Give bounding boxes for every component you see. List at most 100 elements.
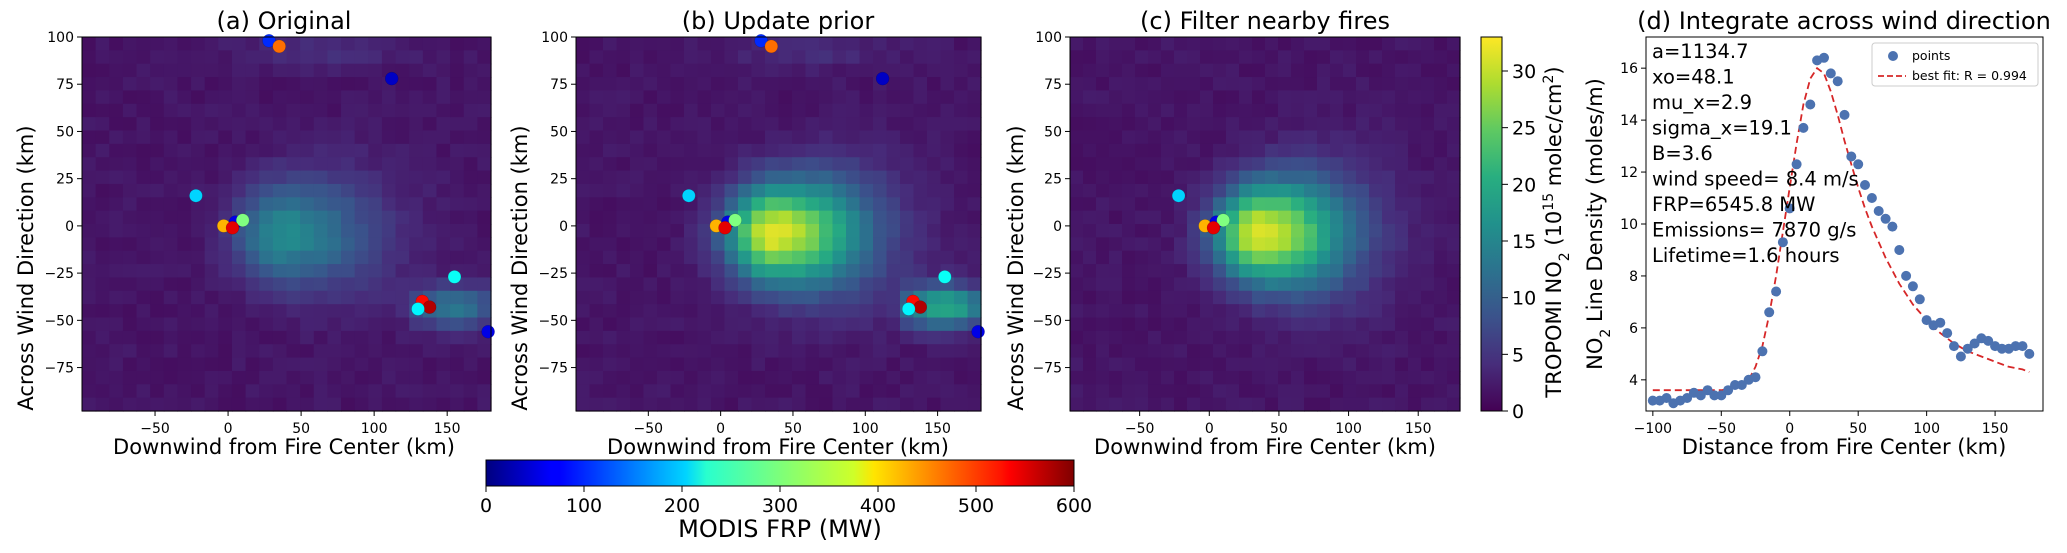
- no2-cell: [259, 157, 274, 172]
- no2-cell: [724, 197, 739, 212]
- no2-cell: [1278, 63, 1292, 78]
- no2-cell: [940, 357, 955, 372]
- no2-cell: [711, 103, 726, 118]
- no2-cell: [1109, 210, 1123, 225]
- no2-cell: [395, 317, 410, 332]
- no2-cell: [259, 117, 274, 132]
- no2-cell: [1304, 224, 1318, 238]
- no2-cell: [1161, 237, 1175, 252]
- no2-cell: [300, 117, 315, 132]
- no2-cell: [630, 90, 645, 105]
- no2-cell: [231, 37, 247, 51]
- no2-cell: [657, 143, 672, 158]
- no2-cell: [136, 50, 151, 65]
- no2-cell: [819, 157, 834, 172]
- no2-cell: [436, 183, 451, 198]
- no2-cell: [286, 210, 301, 225]
- no2-cell: [82, 290, 97, 305]
- no2-cell: [805, 63, 820, 78]
- no2-cell: [1382, 143, 1396, 158]
- no2-cell: [1343, 50, 1357, 65]
- no2-cell: [1122, 63, 1136, 78]
- no2-cell: [697, 103, 712, 118]
- no2-cell: [697, 183, 712, 198]
- no2-cell: [630, 77, 645, 92]
- no2-cell: [1226, 237, 1240, 252]
- no2-cell: [1148, 330, 1162, 345]
- fire-point: [272, 39, 286, 54]
- no2-cell: [1226, 277, 1240, 292]
- no2-cell: [603, 157, 618, 172]
- no2-cell: [792, 264, 807, 279]
- no2-cell: [603, 210, 618, 225]
- no2-cell: [191, 237, 206, 252]
- no2-cell: [927, 63, 942, 78]
- no2-cell: [1174, 277, 1188, 292]
- no2-cell: [313, 250, 328, 265]
- no2-cell: [218, 77, 233, 92]
- data-point: [1661, 393, 1672, 403]
- no2-cell: [576, 277, 591, 292]
- no2-cell: [204, 344, 219, 359]
- no2-cell: [1265, 37, 1279, 51]
- no2-cell: [738, 330, 753, 345]
- no2-cell: [738, 143, 753, 158]
- x-tick-label: −50: [1707, 421, 1737, 437]
- no2-cell: [603, 344, 618, 359]
- no2-cell: [463, 317, 478, 332]
- no2-cell: [792, 197, 807, 212]
- no2-cell: [1265, 384, 1279, 399]
- no2-cell: [643, 224, 658, 238]
- no2-cell: [1213, 317, 1227, 332]
- x-tick-label: 0: [1205, 421, 1214, 437]
- no2-cell: [1330, 344, 1344, 359]
- no2-cell: [670, 210, 685, 225]
- no2-cell: [954, 170, 969, 185]
- data-point: [1819, 52, 1829, 63]
- no2-cell: [1330, 157, 1344, 172]
- no2-cell: [1135, 210, 1149, 225]
- no2-cell: [1252, 370, 1266, 385]
- no2-cell: [1239, 143, 1253, 158]
- no2-cell: [711, 197, 726, 212]
- no2-cell: [1226, 370, 1240, 385]
- no2-cell: [778, 197, 793, 212]
- no2-cell: [603, 90, 618, 105]
- data-point: [1798, 122, 1809, 133]
- no2-cell: [395, 183, 410, 198]
- no2-cell: [589, 384, 604, 399]
- no2-cell: [409, 237, 424, 252]
- no2-cell: [1135, 197, 1149, 212]
- y-axis-label: Across Wind Direction (km): [508, 125, 532, 410]
- no2-cell: [927, 344, 942, 359]
- no2-cell: [191, 224, 206, 238]
- no2-cell: [1304, 370, 1318, 385]
- no2-cell: [1421, 264, 1435, 279]
- frp-colorbar-tick-label: 400: [860, 495, 896, 517]
- no2-cell: [738, 170, 753, 185]
- no2-cell: [82, 170, 97, 185]
- no2-cell: [1291, 143, 1305, 158]
- no2-cell: [313, 103, 328, 118]
- no2-cell: [204, 264, 219, 279]
- no2-cell: [1226, 197, 1240, 212]
- no2-cell: [684, 210, 699, 225]
- no2-cell: [805, 90, 820, 105]
- no2-cell: [436, 290, 451, 305]
- no2-cell: [109, 197, 124, 212]
- no2-cell: [1213, 170, 1227, 185]
- no2-cell: [177, 277, 192, 292]
- no2-cell: [900, 317, 915, 332]
- no2-cell: [1343, 157, 1357, 172]
- no2-cell: [436, 224, 451, 238]
- no2-cell: [805, 237, 820, 252]
- no2-cell: [576, 117, 591, 132]
- no2-cell: [670, 290, 685, 305]
- no2-cell: [409, 197, 424, 212]
- no2-cell: [422, 357, 438, 372]
- no2-cell: [300, 344, 315, 359]
- no2-cell: [616, 397, 631, 412]
- no2-cell: [177, 77, 192, 92]
- no2-cell: [859, 237, 874, 252]
- no2-cell: [218, 344, 233, 359]
